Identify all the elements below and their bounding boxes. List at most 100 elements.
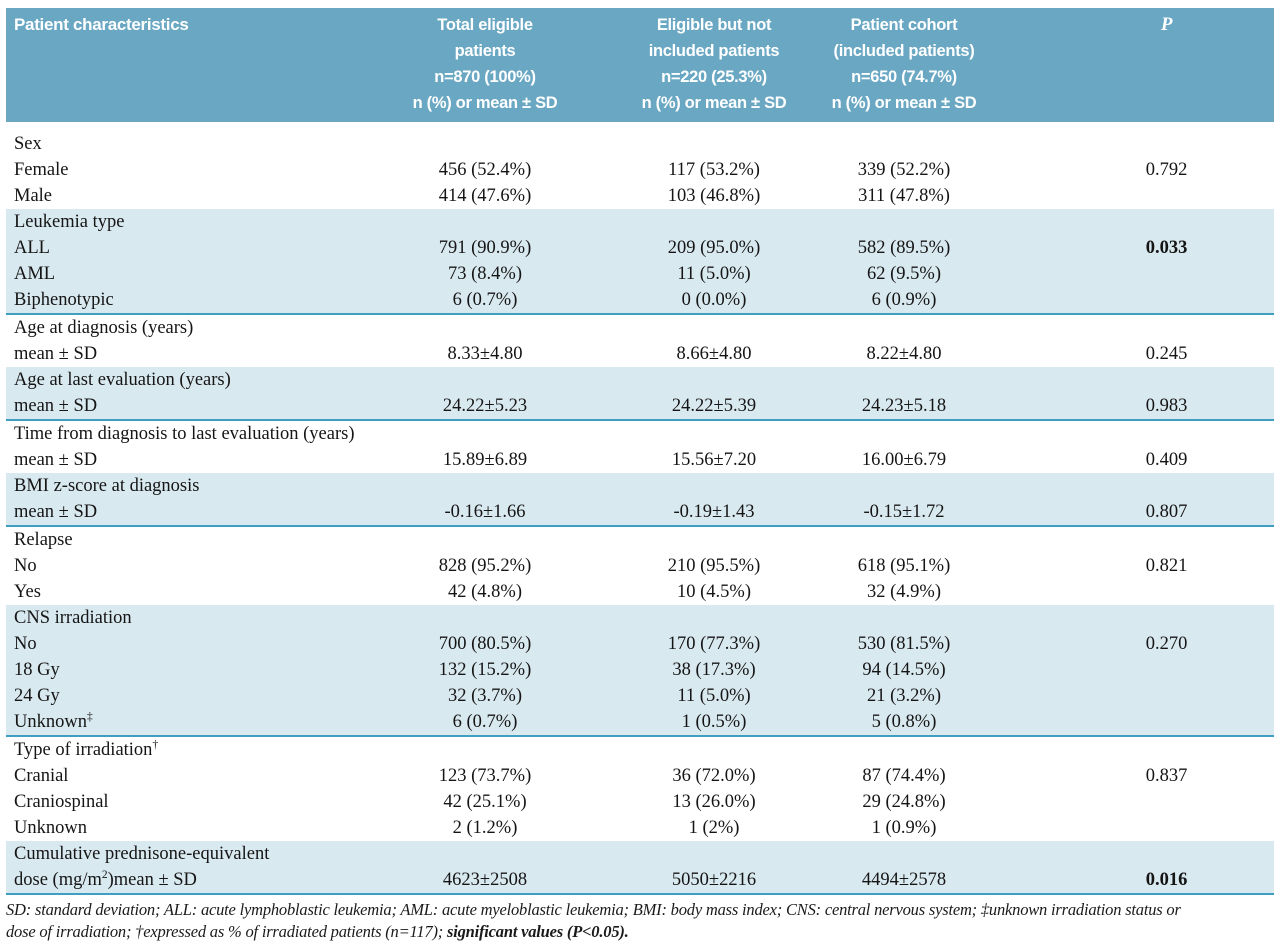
table-section: Cumulative prednisone-equivalent dose (mg… [6, 841, 1274, 895]
table-section: Time from diagnosis to last evaluation (… [6, 420, 1274, 473]
col-header-p: P [999, 8, 1274, 131]
not-included-value: 170 (77.3%) [619, 631, 809, 657]
table-row: BMI z-score at diagnosis [6, 473, 1274, 499]
table-section: Relapse No 828 (95.2%) 210 (95.5%) 618 (95.1… [6, 526, 1274, 605]
cohort-value: 29 (24.8%) [862, 792, 946, 812]
table-row: ALL 791 (90.9%) 209 (95.0%) 582 (89.5%) 0.03… [6, 235, 1274, 261]
cohort-value: 618 (95.1%) [857, 556, 951, 576]
row-label: CNS irradiation [6, 605, 351, 631]
p-value [999, 657, 1274, 683]
p-value: 0.245 [1145, 344, 1188, 364]
not-included-value: 209 (95.0%) [619, 235, 809, 261]
table-row: 18 Gy 132 (15.2%) 38 (17.3%) 94 (14.5%) [6, 657, 1274, 683]
not-included-value: 5050±2216 [619, 867, 809, 895]
total-eligible-value: 42 (25.1%) [443, 792, 527, 812]
row-label: Biphenotypic [6, 287, 351, 315]
total-eligible-value: 456 (52.4%) [438, 160, 532, 180]
table-row: CNS irradiation [6, 605, 1274, 631]
p-value [999, 526, 1274, 553]
not-included-value: 36 (72.0%) [672, 766, 756, 786]
header-line: (included patients) [833, 42, 975, 60]
header-line: n=870 (100%) [434, 68, 536, 86]
table-row: mean ± SD 8.33±4.80 8.66±4.80 8.22±4.80 0.24… [6, 341, 1274, 367]
cohort-value: 16.00±6.79 [861, 450, 947, 470]
not-included-value [619, 473, 809, 499]
row-label: BMI z-score at diagnosis [6, 473, 351, 499]
cohort-value: 32 (4.9%) [867, 582, 941, 602]
total-eligible-value: 2 (1.2%) [452, 818, 518, 838]
patient-characteristics-table: Patient characteristics Total eligible pa… [6, 8, 1274, 895]
footnote-line1: SD: standard deviation; ALL: acute lymph… [6, 900, 1181, 919]
row-label: 18 Gy [6, 657, 351, 683]
p-value [999, 287, 1274, 315]
row-label: ALL [6, 235, 351, 261]
cohort-value: 311 (47.8%) [858, 186, 950, 206]
header-line: included patients [648, 42, 780, 60]
not-included-value: 11 (5.0%) [619, 261, 809, 287]
total-eligible-value [351, 473, 619, 499]
cohort-value [809, 736, 999, 763]
cohort-value: 21 (3.2%) [809, 683, 999, 709]
table-row: Sex [6, 127, 1274, 158]
total-eligible-value [351, 841, 619, 867]
cohort-value: 4494±2578 [809, 867, 999, 895]
cohort-value: 1 (0.9%) [871, 818, 937, 838]
table-section: Type of irradiation† Cranial 123 (73.7%) 36… [6, 736, 1274, 841]
not-included-value: 0 (0.0%) [619, 287, 809, 315]
p-value [999, 605, 1274, 631]
total-eligible-value: 6 (0.7%) [351, 709, 619, 737]
total-eligible-value: 791 (90.9%) [351, 235, 619, 261]
p-value [999, 420, 1274, 447]
header-line: Total eligible [437, 16, 533, 34]
row-label: AML [6, 261, 351, 287]
cohort-value: 8.22±4.80 [866, 344, 942, 364]
total-eligible-value: 6 (0.7%) [351, 287, 619, 315]
total-eligible-value: 123 (73.7%) [438, 766, 532, 786]
table-row: mean ± SD 24.22±5.23 24.22±5.39 24.23±5.18 0… [6, 393, 1274, 421]
p-value [999, 473, 1274, 499]
row-label: No [14, 556, 37, 576]
total-eligible-value [351, 420, 619, 447]
cohort-value: 582 (89.5%) [809, 235, 999, 261]
header-line: Eligible but not [656, 16, 772, 34]
cohort-value [809, 605, 999, 631]
total-eligible-value: 414 (47.6%) [438, 186, 532, 206]
total-eligible-value: 8.33±4.80 [447, 344, 523, 364]
col-header-eligible-not-included: Eligible but not included patients n=220 (… [619, 8, 809, 131]
cohort-value [809, 841, 999, 867]
row-label: Yes [14, 582, 41, 602]
not-included-value: -0.19±1.43 [619, 499, 809, 527]
p-value [999, 209, 1274, 235]
header-line: n (%) or mean ± SD [412, 94, 558, 112]
table-row: Cumulative prednisone-equivalent [6, 841, 1274, 867]
table-row: mean ± SD -0.16±1.66 -0.19±1.43 -0.15±1.72 0… [6, 499, 1274, 527]
table-row: dose (mg/m2)mean ± SD 4623±2508 5050±2216 4… [6, 867, 1274, 895]
not-included-value: 10 (4.5%) [677, 582, 751, 602]
p-value [999, 314, 1274, 341]
total-eligible-value [351, 209, 619, 235]
p-value [999, 815, 1274, 841]
table-row: AML 73 (8.4%) 11 (5.0%) 62 (9.5%) [6, 261, 1274, 287]
row-label: Female [14, 160, 69, 180]
row-label: Craniospinal [14, 792, 109, 812]
total-eligible-value [351, 314, 619, 341]
table-section: Age at last evaluation (years) mean ± SD 2… [6, 367, 1274, 421]
cohort-value: 530 (81.5%) [809, 631, 999, 657]
not-included-value [619, 841, 809, 867]
cohort-value: 94 (14.5%) [809, 657, 999, 683]
header-line: patients [454, 42, 516, 60]
not-included-value: 210 (95.5%) [667, 556, 761, 576]
cohort-value: 339 (52.2%) [857, 160, 951, 180]
not-included-value: 103 (46.8%) [667, 186, 761, 206]
row-label: mean ± SD [14, 344, 98, 364]
row-label: Age at last evaluation (years) [6, 367, 351, 393]
p-value: 0.016 [999, 867, 1274, 895]
table-section: BMI z-score at diagnosis mean ± SD -0.16±1… [6, 473, 1274, 527]
not-included-value: 15.56±7.20 [671, 450, 757, 470]
table-row: Biphenotypic 6 (0.7%) 0 (0.0%) 6 (0.9%) [6, 287, 1274, 315]
p-value: 0.409 [1145, 450, 1188, 470]
p-value [999, 683, 1274, 709]
row-label: Relapse [14, 530, 73, 550]
cohort-value [809, 526, 999, 553]
